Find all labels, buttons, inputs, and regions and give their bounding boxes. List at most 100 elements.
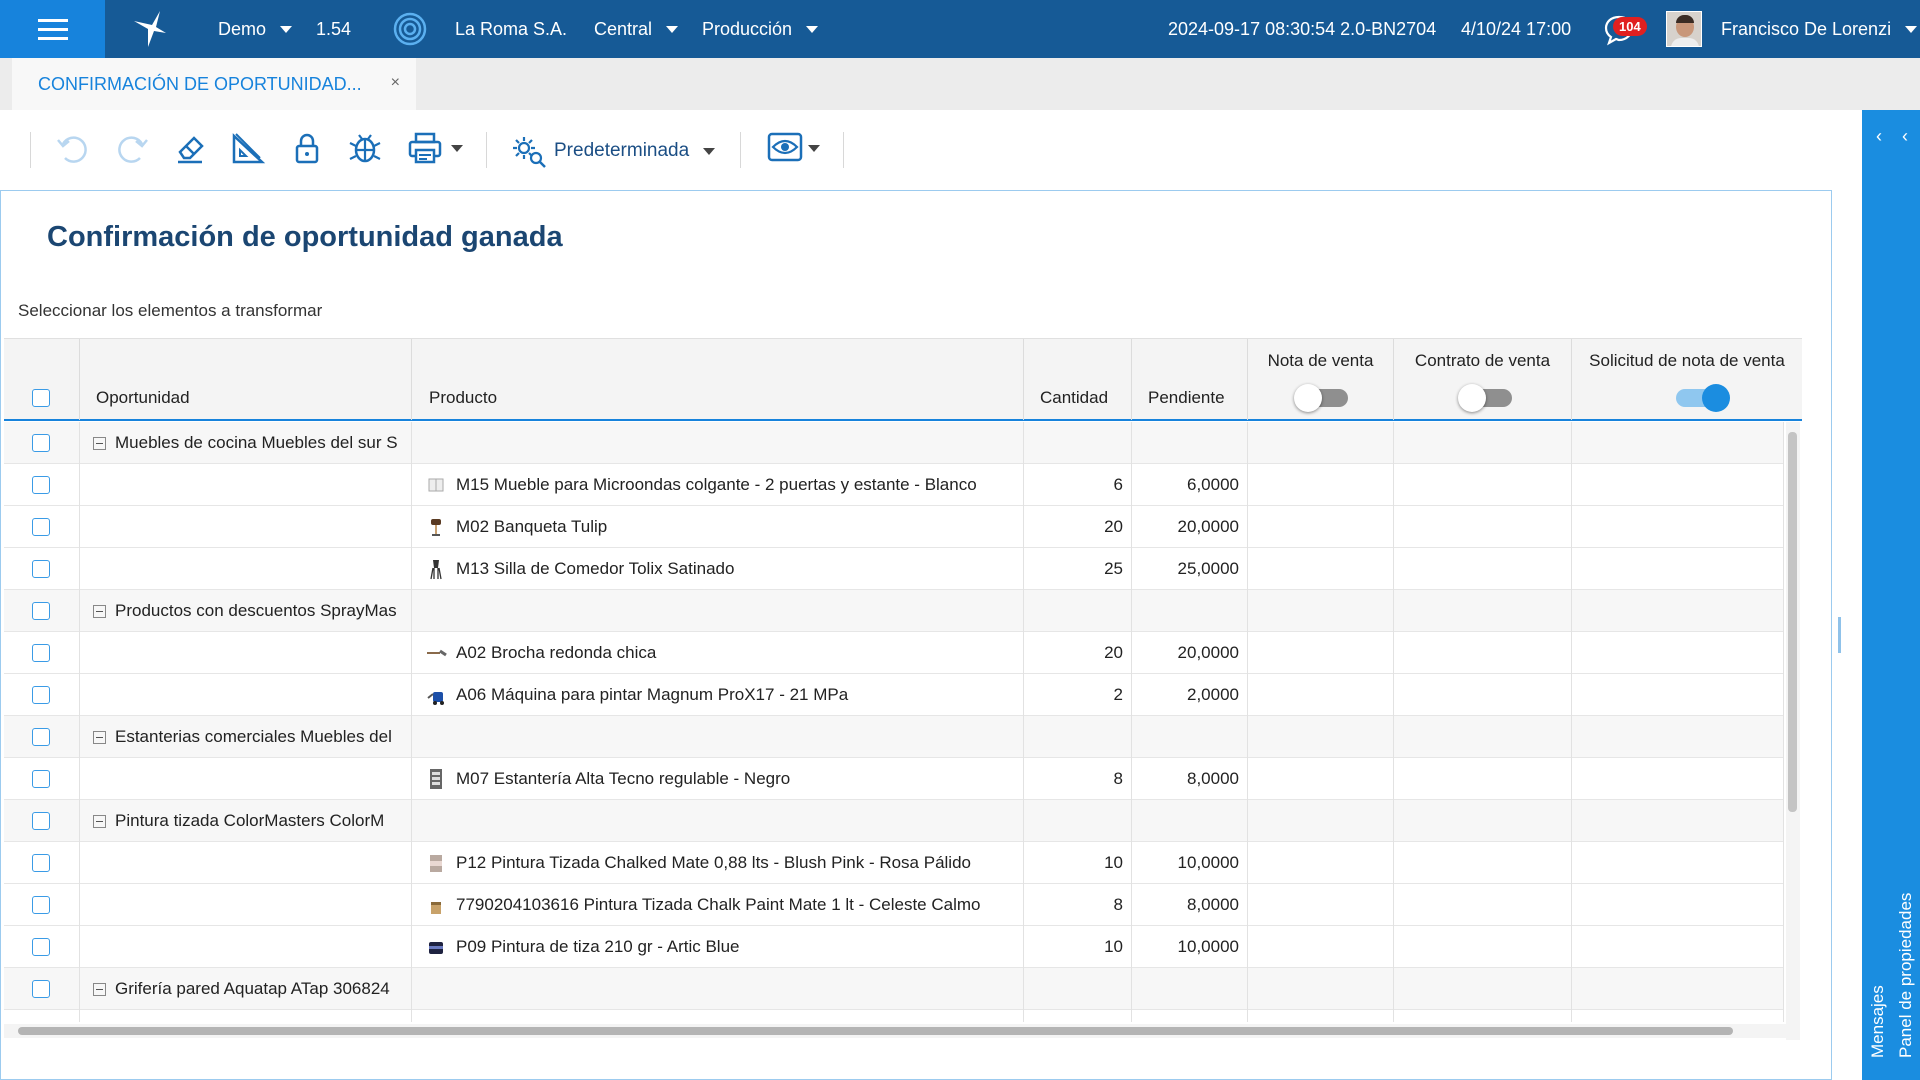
sales-contract-cell bbox=[1394, 506, 1572, 548]
collapse-group-icon[interactable] bbox=[93, 604, 106, 618]
sales-note-request-cell bbox=[1572, 1010, 1784, 1022]
horizontal-scrollbar[interactable] bbox=[4, 1024, 1786, 1038]
header-opportunity[interactable]: Oportunidad bbox=[80, 339, 412, 420]
panel-resize-handle[interactable] bbox=[1838, 617, 1841, 653]
table-row[interactable]: 7790204103616 Pintura Tizada Chalk Paint… bbox=[4, 884, 1784, 926]
product-thumbnail-can-tan-icon bbox=[426, 894, 446, 916]
notification-count-badge: 104 bbox=[1613, 17, 1647, 36]
sales-note-request-cell bbox=[1572, 422, 1784, 464]
pending-cell bbox=[1132, 590, 1248, 632]
collapse-group-icon[interactable] bbox=[93, 730, 106, 744]
collapse-group-icon[interactable] bbox=[93, 982, 106, 996]
opportunity-cell: Estanterias comerciales Muebles del bbox=[80, 716, 412, 758]
sales-note-request-cell bbox=[1572, 800, 1784, 842]
group-row[interactable]: Grifería pared Aquatap ATap 306824 bbox=[4, 968, 1784, 1010]
row-checkbox[interactable] bbox=[32, 686, 50, 704]
row-checkbox[interactable] bbox=[32, 644, 50, 662]
header-quantity[interactable]: Cantidad bbox=[1024, 339, 1132, 420]
date-label: 4/10/24 17:00 bbox=[1461, 18, 1572, 39]
group-row[interactable]: Pintura tizada ColorMasters ColorM bbox=[4, 800, 1784, 842]
product-cell: P12 Pintura Tizada Chalked Mate 0,88 lts… bbox=[412, 842, 1024, 884]
row-checkbox[interactable] bbox=[32, 602, 50, 620]
table-row[interactable]: M07 Estantería Alta Tecno regulable - Ne… bbox=[4, 758, 1784, 800]
collapse-group-icon[interactable] bbox=[93, 436, 106, 450]
tab-confirmacion[interactable]: CONFIRMACIÓN DE OPORTUNIDAD... × bbox=[12, 58, 416, 110]
company-label[interactable]: La Roma S.A. bbox=[455, 18, 568, 39]
quantity-cell: 2 bbox=[1024, 674, 1132, 716]
row-checkbox[interactable] bbox=[32, 518, 50, 536]
header-product[interactable]: Producto bbox=[412, 339, 1024, 420]
vertical-scrollbar[interactable] bbox=[1786, 422, 1800, 1040]
opportunity-cell bbox=[80, 842, 412, 884]
row-checkbox[interactable] bbox=[32, 770, 50, 788]
table-row[interactable]: M02 Banqueta Tulip 20 20,0000 bbox=[4, 506, 1784, 548]
close-tab-icon[interactable]: × bbox=[390, 74, 400, 91]
chevron-down-icon bbox=[1905, 25, 1918, 33]
messages-panel-tab[interactable]: Mensajes bbox=[1868, 985, 1887, 1058]
sales-note-cell bbox=[1248, 758, 1394, 800]
row-checkbox[interactable] bbox=[32, 476, 50, 494]
sales-note-request-cell bbox=[1572, 464, 1784, 506]
row-checkbox[interactable] bbox=[32, 980, 50, 998]
debug-button[interactable] bbox=[345, 128, 385, 168]
print-button[interactable] bbox=[405, 128, 465, 168]
data-grid: Oportunidad Producto Cantidad Pendiente … bbox=[4, 338, 1802, 1040]
user-menu[interactable]: Francisco De Lorenzi bbox=[1721, 0, 1918, 58]
table-row[interactable]: P12 Pintura Tizada Chalked Mate 0,88 lts… bbox=[4, 842, 1784, 884]
row-checkbox[interactable] bbox=[32, 434, 50, 452]
app-logo[interactable] bbox=[130, 0, 174, 58]
vertical-scroll-thumb[interactable] bbox=[1788, 432, 1797, 812]
sales-contract-cell bbox=[1394, 632, 1572, 674]
group-row[interactable]: Muebles de cocina Muebles del sur S bbox=[4, 422, 1784, 464]
row-checkbox[interactable] bbox=[32, 854, 50, 872]
header-pending[interactable]: Pendiente bbox=[1132, 339, 1248, 420]
table-row[interactable]: A02 Brocha redonda chica 20 20,0000 bbox=[4, 632, 1784, 674]
opportunity-cell bbox=[80, 548, 412, 590]
group-row[interactable]: Estanterias comerciales Muebles del bbox=[4, 716, 1784, 758]
sales-note-request-cell bbox=[1572, 758, 1784, 800]
product-label: P12 Pintura Tizada Chalked Mate 0,88 lts… bbox=[456, 853, 971, 872]
horizontal-scroll-thumb[interactable] bbox=[18, 1027, 1733, 1035]
chevron-down-icon bbox=[808, 144, 820, 152]
select-all-checkbox[interactable] bbox=[32, 389, 50, 407]
chevron-left-icon[interactable]: ‹ bbox=[1902, 126, 1908, 146]
row-checkbox[interactable] bbox=[32, 560, 50, 578]
properties-panel-tab[interactable]: Panel de propiedades bbox=[1896, 892, 1915, 1058]
table-row[interactable]: P09 Pintura de tiza 210 gr - Artic Blue 1… bbox=[4, 926, 1784, 968]
menu-icon bbox=[37, 16, 68, 43]
pending-cell bbox=[1132, 968, 1248, 1010]
table-row[interactable]: A06 Máquina para pintar Magnum ProX17 - … bbox=[4, 674, 1784, 716]
avatar[interactable] bbox=[1666, 0, 1702, 58]
undo-button[interactable] bbox=[53, 128, 93, 168]
view-button[interactable] bbox=[763, 128, 823, 168]
product-label: M07 Estantería Alta Tecno regulable - Ne… bbox=[456, 769, 791, 788]
branch-label: Central bbox=[594, 18, 653, 39]
chevron-left-icon[interactable]: ‹ bbox=[1876, 126, 1882, 146]
table-row[interactable]: M15 Mueble para Microondas colgante - 2 … bbox=[4, 464, 1784, 506]
header-sales-note-label: Nota de venta bbox=[1267, 351, 1374, 370]
lock-button[interactable] bbox=[287, 128, 327, 168]
row-checkbox[interactable] bbox=[32, 812, 50, 830]
eraser-button[interactable] bbox=[170, 128, 210, 168]
collapse-group-icon[interactable] bbox=[93, 814, 106, 828]
row-checkbox[interactable] bbox=[32, 896, 50, 914]
row-checkbox[interactable] bbox=[32, 938, 50, 956]
preset-dropdown[interactable]: Predeterminada bbox=[510, 132, 716, 170]
target-icon[interactable] bbox=[392, 0, 428, 58]
sales-note-request-toggle[interactable] bbox=[1676, 384, 1730, 412]
sales-note-toggle[interactable] bbox=[1294, 384, 1348, 412]
sales-contract-toggle[interactable] bbox=[1458, 384, 1512, 412]
product-label: M15 Mueble para Microondas colgante - 2 … bbox=[456, 475, 977, 494]
branch-dropdown[interactable]: Central bbox=[594, 0, 679, 58]
environment-dropdown[interactable]: Producción bbox=[702, 0, 819, 58]
row-checkbox[interactable] bbox=[32, 728, 50, 746]
company-profile-dropdown[interactable]: Demo bbox=[218, 0, 293, 58]
redo-button[interactable] bbox=[112, 128, 152, 168]
sales-note-request-cell bbox=[1572, 674, 1784, 716]
table-row[interactable]: G06 Grifería de cocina pared exterior Fl… bbox=[4, 1010, 1784, 1022]
group-row[interactable]: Productos con descuentos SprayMas bbox=[4, 590, 1784, 632]
ruler-button[interactable] bbox=[228, 128, 268, 168]
header-sales-contract-label: Contrato de venta bbox=[1414, 351, 1551, 370]
hamburger-menu-button[interactable] bbox=[0, 0, 105, 58]
table-row[interactable]: M13 Silla de Comedor Tolix Satinado 25 25,… bbox=[4, 548, 1784, 590]
